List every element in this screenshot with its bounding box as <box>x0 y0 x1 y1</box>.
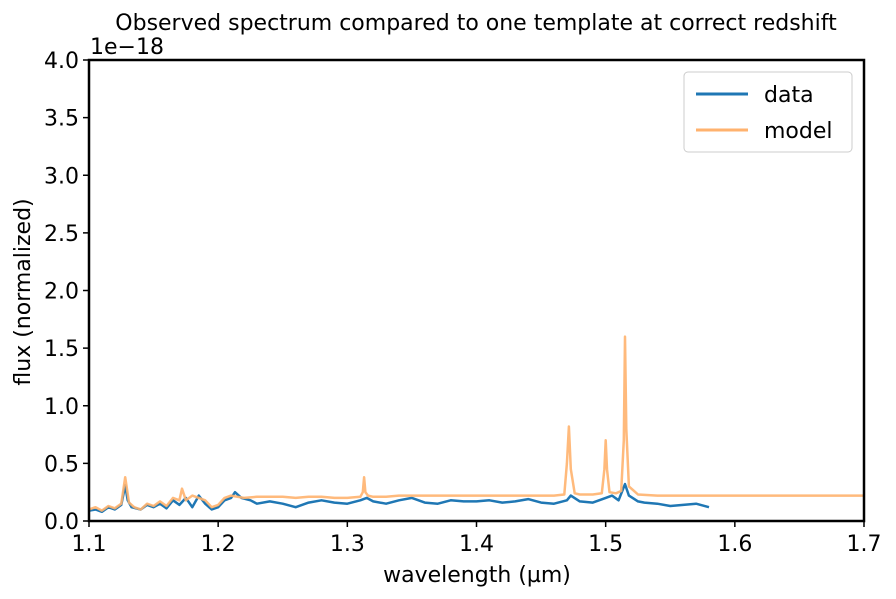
x-axis: 1.1 1.2 1.3 1.4 1.5 1.6 1.7 <box>72 521 882 557</box>
x-tick-label: 1.5 <box>588 532 623 557</box>
y-tick-label: 0.5 <box>44 452 79 477</box>
y-tick-label: 0.0 <box>44 510 79 535</box>
series-line-model <box>89 335 864 512</box>
x-tick-label: 1.7 <box>847 532 882 557</box>
y-tick-label: 1.5 <box>44 337 79 362</box>
y-tick-label: 2.5 <box>44 222 79 247</box>
y-tick-label: 4.0 <box>44 49 79 74</box>
chart-title: Observed spectrum compared to one templa… <box>115 11 837 36</box>
y-tick-label: 3.0 <box>44 164 79 189</box>
legend-box <box>683 71 853 153</box>
x-tick-label: 1.6 <box>717 532 752 557</box>
x-tick-label: 1.1 <box>72 532 107 557</box>
legend-label-model: model <box>764 119 833 144</box>
y-axis: 0.0 0.5 1.0 1.5 2.0 2.5 3.0 3.5 4.0 <box>44 49 89 535</box>
legend: data model <box>683 71 853 153</box>
y-axis-label: flux (normalized) <box>11 198 36 385</box>
y-tick-label: 1.0 <box>44 395 79 420</box>
y-offset-label: 1e−18 <box>90 35 164 60</box>
x-axis-label: wavelength (µm) <box>383 563 571 588</box>
y-tick-label: 2.0 <box>44 280 79 305</box>
legend-label-data: data <box>764 83 814 108</box>
y-tick-label: 3.5 <box>44 107 79 132</box>
x-tick-label: 1.2 <box>201 532 236 557</box>
series-layer <box>89 335 864 514</box>
x-tick-label: 1.4 <box>459 532 494 557</box>
x-tick-label: 1.3 <box>330 532 365 557</box>
